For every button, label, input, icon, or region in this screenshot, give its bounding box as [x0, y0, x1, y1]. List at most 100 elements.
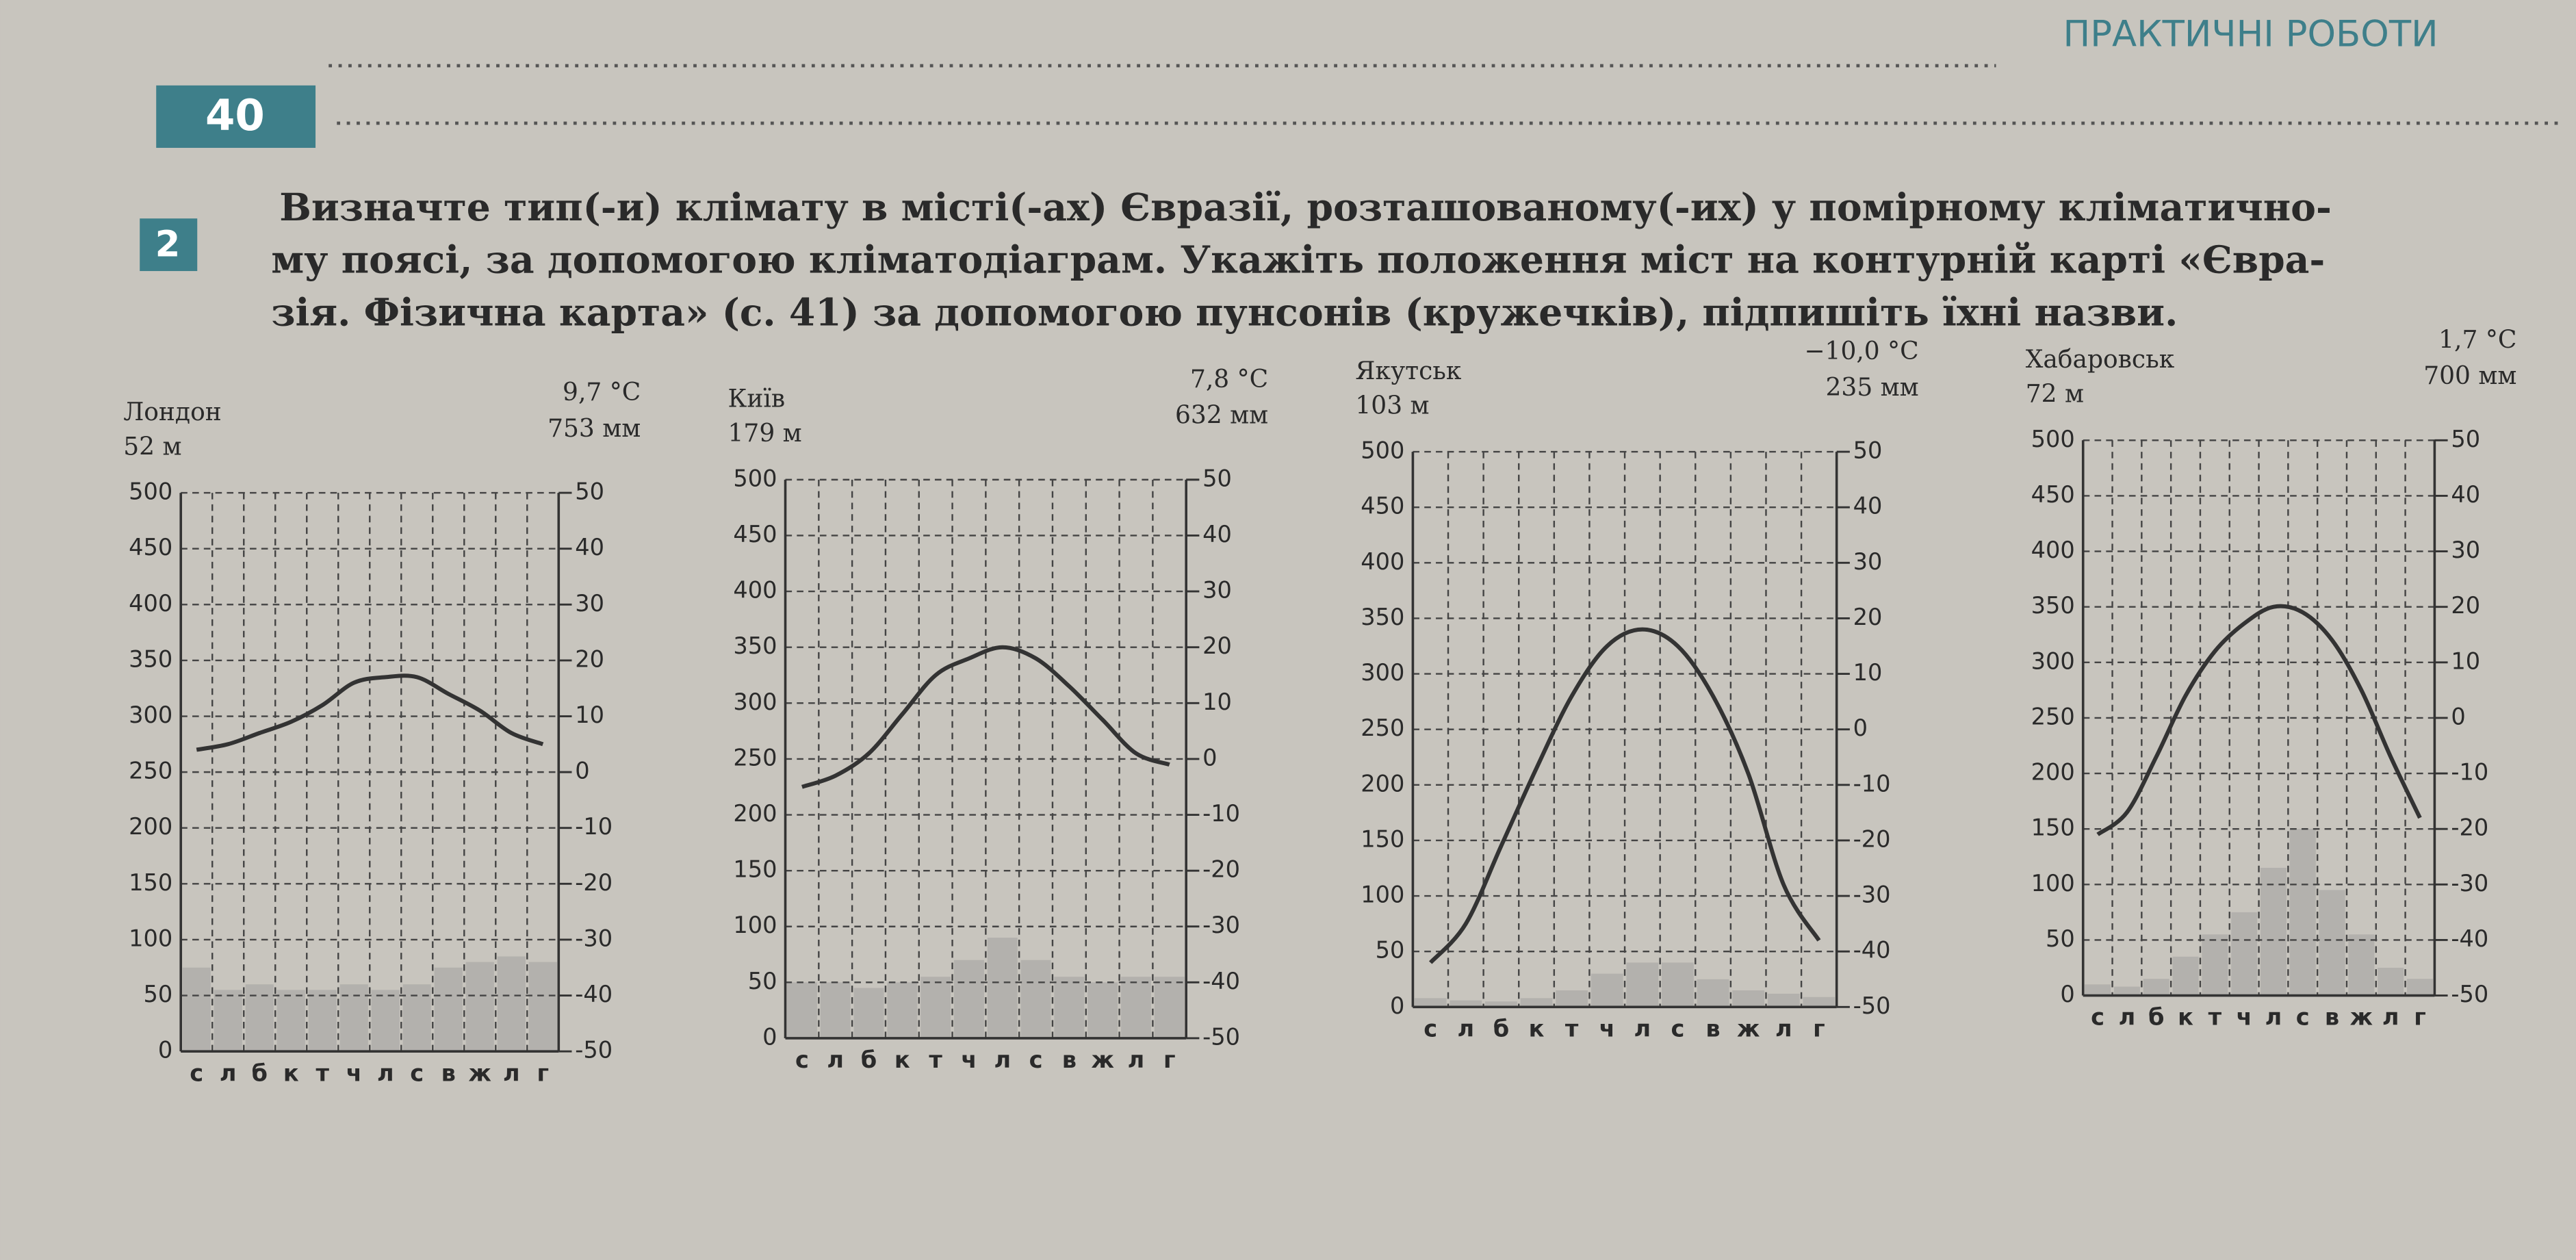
- precipitation-bar: [308, 990, 337, 1052]
- y-tick-label: 300: [129, 702, 172, 728]
- x-tick-label: т: [929, 1046, 942, 1073]
- precipitation-bar: [1662, 962, 1694, 1007]
- x-tick-label: б: [252, 1059, 268, 1086]
- elevation: 103 м: [1355, 391, 1429, 420]
- y-tick-label: 100: [1361, 882, 1404, 908]
- x-tick-label: ч: [1599, 1015, 1615, 1042]
- y-tick-label: 450: [1361, 493, 1404, 519]
- x-tick-label: в: [2325, 1004, 2339, 1031]
- y2-tick-label: 0: [575, 758, 589, 784]
- annual-precipitation: 632 мм: [1175, 402, 1268, 430]
- precipitation-bar: [497, 956, 526, 1052]
- y2-tick-label: -50: [575, 1037, 613, 1064]
- temperature-line: [196, 673, 544, 752]
- precipitation-bar: [2231, 912, 2258, 996]
- x-tick-label: л: [503, 1059, 520, 1086]
- y2-tick-label: -30: [1853, 882, 1891, 908]
- page-number: 40: [205, 90, 265, 140]
- precipitation-bar: [1803, 997, 1836, 1007]
- y2-tick-label: -40: [2451, 925, 2488, 952]
- precipitation-bar: [2348, 934, 2375, 996]
- x-tick-label: г: [2414, 1004, 2426, 1031]
- precipitation-bar: [1414, 998, 1447, 1007]
- precipitation-bar: [2289, 829, 2316, 996]
- page-number-box: [156, 85, 316, 149]
- task-line: му поясі, за допомогою кліматодіаграм. У…: [271, 238, 2325, 283]
- x-tick-label: в: [1705, 1015, 1720, 1042]
- y-tick-label: 500: [2031, 426, 2075, 452]
- y-tick-label: 500: [129, 478, 172, 505]
- y2-tick-label: -10: [575, 813, 613, 840]
- precipitation-bar: [434, 967, 463, 1052]
- city-name: Київ: [728, 385, 786, 413]
- task-number: 2: [155, 224, 181, 266]
- precipitation-bar: [920, 977, 951, 1038]
- y2-tick-label: 20: [2451, 592, 2480, 619]
- temperature-line: [801, 645, 1170, 789]
- y-tick-label: 450: [2031, 481, 2075, 508]
- y-tick-label: 450: [733, 521, 777, 548]
- y2-tick-label: -50: [1202, 1023, 1240, 1050]
- precipitation-bar: [182, 967, 211, 1052]
- y2-tick-label: 30: [575, 590, 604, 617]
- x-tick-label: л: [994, 1046, 1011, 1073]
- x-tick-label: с: [1671, 1015, 1685, 1042]
- x-tick-label: с: [1029, 1046, 1043, 1073]
- task-line: зія. Фізична карта» (с. 41) за допомогою…: [271, 291, 2178, 335]
- y2-tick-label: 20: [1202, 632, 1232, 659]
- x-tick-label: л: [2119, 1004, 2136, 1031]
- x-tick-label: л: [1634, 1015, 1651, 1042]
- precipitation-bar: [1626, 962, 1659, 1007]
- y2-tick-label: 10: [1202, 689, 1232, 715]
- y-tick-label: 250: [129, 758, 172, 784]
- y-tick-label: 50: [143, 981, 172, 1007]
- y-tick-label: 350: [2031, 592, 2075, 619]
- precipitation-bar: [2085, 984, 2111, 996]
- y-tick-label: 150: [1361, 825, 1404, 852]
- y-tick-label: 0: [1390, 992, 1404, 1019]
- y2-tick-label: -30: [1202, 912, 1240, 938]
- y-tick-label: 500: [733, 465, 777, 491]
- x-tick-label: с: [2091, 1004, 2104, 1031]
- precipitation-bar: [371, 990, 400, 1052]
- y2-tick-label: 0: [1202, 744, 1217, 771]
- x-tick-label: с: [190, 1059, 203, 1086]
- y2-tick-label: -20: [575, 869, 613, 896]
- y2-tick-label: -20: [1202, 856, 1240, 883]
- x-tick-label: б: [2148, 1004, 2164, 1031]
- x-tick-label: л: [1458, 1015, 1475, 1042]
- x-tick-label: ж: [1091, 1046, 1113, 1073]
- y-tick-label: 250: [2031, 703, 2075, 730]
- x-tick-label: л: [827, 1046, 844, 1073]
- task-line: Визначте тип(-и) клімату в місті(-ах) Єв…: [279, 185, 2332, 230]
- x-tick-label: г: [537, 1059, 550, 1086]
- y2-tick-label: -40: [1853, 937, 1891, 964]
- y2-tick-label: 10: [2451, 647, 2480, 674]
- y-tick-label: 300: [2031, 647, 2075, 674]
- precipitation-bar: [987, 938, 1018, 1038]
- y2-tick-label: -20: [1853, 825, 1891, 852]
- y-tick-label: 50: [2046, 925, 2075, 952]
- y2-tick-label: 30: [1853, 548, 1883, 575]
- temperature-line: [1429, 627, 1821, 964]
- city-name: Лондон: [123, 398, 222, 426]
- x-tick-label: т: [316, 1059, 330, 1086]
- y-tick-label: 400: [129, 590, 172, 617]
- annual-precipitation: 753 мм: [548, 415, 641, 443]
- y-tick-label: 100: [129, 925, 172, 951]
- y-tick-label: 400: [2031, 537, 2075, 563]
- x-tick-label: к: [894, 1046, 910, 1073]
- y-tick-label: 300: [1361, 659, 1404, 686]
- y2-tick-label: -10: [1853, 770, 1891, 797]
- y2-tick-label: 40: [2451, 481, 2480, 508]
- precipitation-bar: [2143, 979, 2169, 996]
- precipitation-bar: [1520, 998, 1553, 1007]
- city-name: Хабаровськ: [2026, 346, 2175, 374]
- city-name: Якутськ: [1355, 357, 1461, 385]
- y-tick-label: 0: [2060, 981, 2074, 1007]
- precipitation-bar: [245, 984, 274, 1052]
- annual-temperature: −10,0 °C: [1804, 337, 1918, 365]
- y-tick-label: 50: [748, 968, 777, 994]
